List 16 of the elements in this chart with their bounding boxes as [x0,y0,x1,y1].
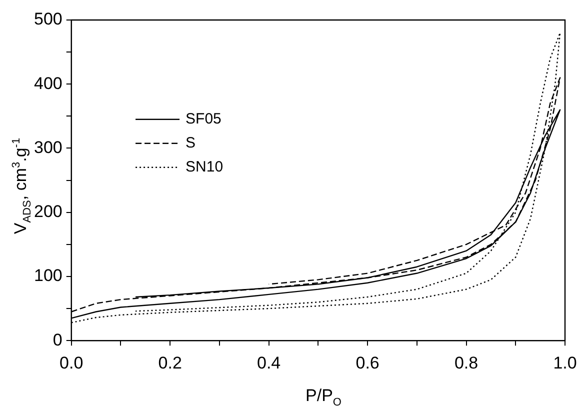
legend-label: S [186,134,196,152]
y-tick-label: 0 [52,330,62,350]
legend-label: SN10 [186,158,224,176]
x-axis-title: P/P$_{O}$ [304,386,342,408]
x-tick-label: 0.4 [257,353,281,372]
y-tick-label: 400 [34,74,62,93]
x-tick-label: 1.0 [553,353,577,372]
x-tick-label: 0.6 [356,353,380,372]
x-tick-label: 0.2 [158,353,182,372]
x-tick-label: 0.8 [454,353,478,372]
y-tick-label: 500 [34,10,62,29]
y-tick-label: 300 [34,138,62,157]
y-tick-label: 200 [34,202,62,222]
legend-label: SF05 [186,110,222,128]
x-tick-label: 0.0 [60,353,84,372]
y-tick-label: 100 [34,266,62,286]
